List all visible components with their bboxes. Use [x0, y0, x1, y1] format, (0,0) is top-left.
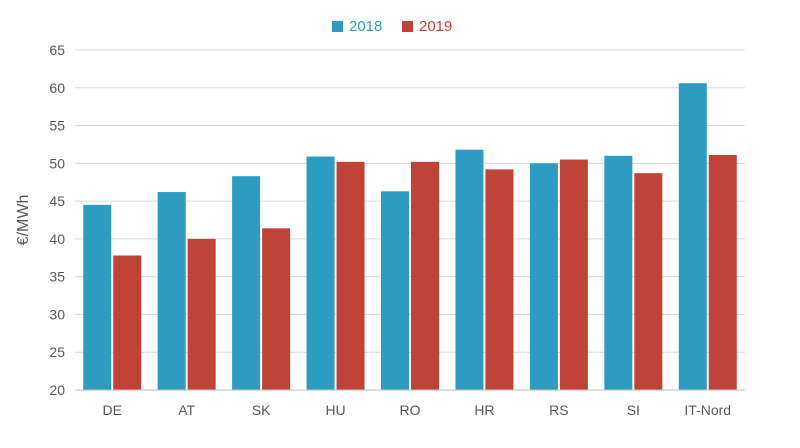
y-tick-label: 50 — [49, 155, 65, 171]
x-tick-label: RO — [400, 402, 421, 418]
axes: 20 25 30 35 40 45 50 55 60 65 DE AT SK HU RO HR RS SI IT-N… — [49, 42, 745, 418]
bar-2018-SI — [604, 155, 633, 390]
bar-2019-DE — [113, 255, 142, 390]
grid-lines — [75, 49, 745, 353]
y-tick-label: 35 — [49, 269, 65, 285]
bar-2018-HR — [455, 149, 484, 390]
legend-swatch — [402, 21, 413, 32]
x-tick-label: IT-Nord — [684, 402, 731, 418]
bar-2018-AT — [157, 192, 186, 390]
x-tick-label: RS — [549, 402, 568, 418]
bar-2019-HU — [336, 161, 365, 390]
bar-2019-HR — [485, 169, 514, 390]
x-tick-label: DE — [102, 402, 121, 418]
bar-2018-SK — [232, 176, 261, 390]
legend: 2018 2019 — [332, 18, 452, 35]
legend-label: 2018 — [349, 18, 382, 35]
bar-2019-IT-Nord — [708, 155, 737, 390]
x-tick-label: HR — [474, 402, 494, 418]
bar-2019-SI — [634, 173, 663, 390]
bar-2018-DE — [83, 204, 112, 390]
y-tick-label: 65 — [49, 42, 65, 58]
bar-2018-RS — [529, 163, 558, 390]
y-tick-label: 45 — [49, 193, 65, 209]
bar-2018-HU — [306, 156, 335, 390]
bar-2018-RO — [381, 191, 409, 390]
x-tick-label: SK — [252, 402, 271, 418]
bars — [83, 83, 737, 390]
x-tick-label: SI — [627, 402, 640, 418]
y-tick-label: 55 — [49, 118, 65, 134]
y-tick-label: 20 — [49, 382, 65, 398]
x-tick-label: AT — [178, 402, 195, 418]
x-tick-label: HU — [325, 402, 345, 418]
bar-2019-SK — [262, 228, 291, 390]
legend-label: 2019 — [419, 18, 452, 35]
bar-2019-RS — [559, 159, 588, 390]
y-tick-label: 30 — [49, 306, 65, 322]
legend-swatch — [332, 21, 343, 32]
bar-2019-RO — [411, 161, 439, 390]
bar-2019-AT — [187, 238, 216, 390]
y-tick-label: 40 — [49, 231, 65, 247]
y-tick-label: 25 — [49, 344, 65, 360]
bar-2018-IT-Nord — [678, 83, 707, 390]
y-tick-label: 60 — [49, 80, 65, 96]
y-axis-title: €/MWh — [15, 195, 32, 246]
